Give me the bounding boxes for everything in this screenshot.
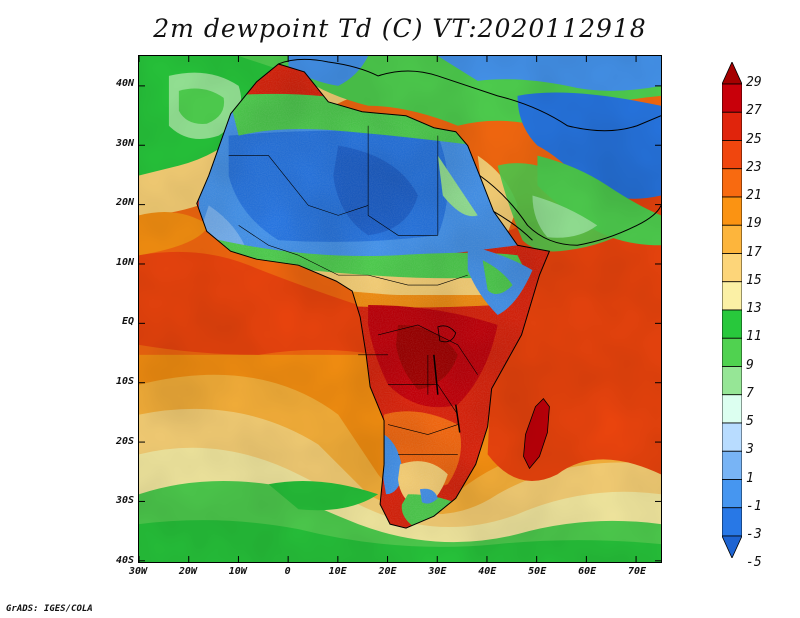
field-texture [139,56,661,562]
colorbar-label: 15 [746,272,762,288]
latitude-label: 10S [115,376,134,387]
colorbar-swatch [722,309,742,339]
colorbar-swatch [722,394,742,424]
colorbar-swatch [722,507,742,537]
country-borders [228,125,478,455]
colorbar-swatch [722,224,742,254]
colorbar-label: 25 [746,131,762,147]
colorbar-label: 3 [746,442,754,458]
latitude-label: 20N [115,197,134,209]
longitude-label: 20W [178,566,197,577]
map-panel [138,55,662,563]
latitude-label: 20S [115,435,134,447]
colorbar-label: 27 [746,103,762,119]
colorbar-label: 1 [746,470,754,486]
longitude-label: 60E [578,566,597,577]
colorbar-label: 19 [746,216,762,232]
colorbar-swatch [722,196,742,226]
longitude-label: 30E [428,566,447,577]
colorbar-label: 29 [746,75,762,90]
latitude-label: 40S [115,554,134,566]
colorbar-swatch [722,450,742,480]
longitude-label: 50E [528,566,547,577]
lake-tanganyika [433,354,439,395]
longitude-label: 40E [478,566,497,577]
longitude-label: 70E [627,566,647,577]
lake-victoria [437,325,457,343]
colorbar-label: 7 [746,385,754,401]
longitude-label: 10E [328,566,347,577]
longitude-label: 10W [228,566,247,577]
colorbar-label: 13 [746,301,762,316]
latitude-label: 30N [115,137,134,149]
colorbar-swatch [722,83,742,113]
colorbar-label: -1 [746,498,762,514]
longitude-label: 20E [378,566,397,577]
map-title: 2m dewpoint Td (C) VT:2020112918 [153,14,647,43]
latitude-label: 40N [115,78,134,89]
colorbar-label: 21 [746,188,762,203]
colorbar-label: -5 [746,555,762,571]
colorbar-swatch [722,366,742,396]
latitude-label: 30S [115,495,134,507]
coastlines [196,58,661,529]
colorbar-swatch [722,253,742,283]
colorbar-label: 5 [746,414,754,429]
colorbar-min-arrow [722,535,742,558]
longitude-label: 30W [128,566,148,577]
colorbar-swatch [722,422,742,452]
dewpoint-map [138,55,662,563]
colorbar-label: 23 [746,159,762,175]
latitude-label: 10N [115,256,134,268]
colorbar-swatch [722,281,742,311]
colorbar-label: 17 [746,244,762,260]
longitude-label: 0 [284,566,291,577]
axis-ticks [139,56,661,562]
latitude-label: EQ [121,316,134,328]
colorbar-swatch [722,111,742,141]
colorbar-swatch [722,337,742,367]
colorbar-swatch [722,140,742,170]
colorbar-label: 11 [746,329,762,345]
colorbar-max-arrow [722,62,742,85]
lake-malawi [455,404,461,433]
colorbar-swatch [722,479,742,509]
colorbar [722,62,742,558]
credit-text: GrADS: IGES/COLA [6,604,93,614]
colorbar-swatch [722,168,742,198]
colorbar-label: -3 [746,527,762,542]
colorbar-label: 9 [746,357,754,373]
